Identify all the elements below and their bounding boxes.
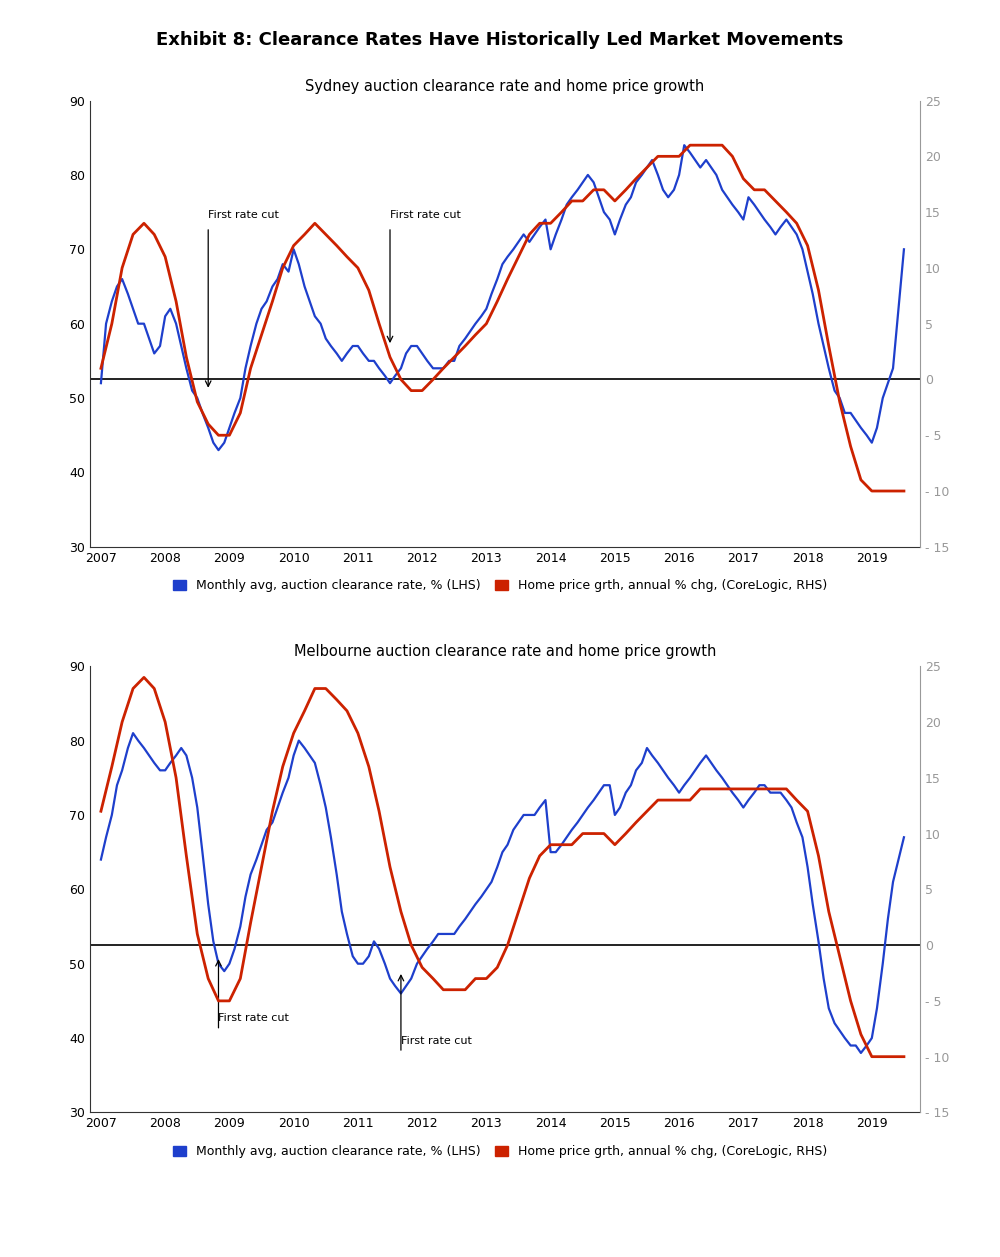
Text: First rate cut: First rate cut bbox=[208, 210, 279, 220]
Title: Sydney auction clearance rate and home price growth: Sydney auction clearance rate and home p… bbox=[305, 79, 705, 94]
Title: Melbourne auction clearance rate and home price growth: Melbourne auction clearance rate and hom… bbox=[294, 645, 716, 660]
Legend: Monthly avg, auction clearance rate, % (LHS), Home price grth, annual % chg, (Co: Monthly avg, auction clearance rate, % (… bbox=[173, 1145, 827, 1158]
Text: First rate cut: First rate cut bbox=[218, 1013, 289, 1023]
Text: Exhibit 8: Clearance Rates Have Historically Led Market Movements: Exhibit 8: Clearance Rates Have Historic… bbox=[156, 31, 844, 49]
Text: First rate cut: First rate cut bbox=[401, 1036, 472, 1046]
Text: First rate cut: First rate cut bbox=[390, 210, 461, 220]
Legend: Monthly avg, auction clearance rate, % (LHS), Home price grth, annual % chg, (Co: Monthly avg, auction clearance rate, % (… bbox=[173, 579, 827, 592]
